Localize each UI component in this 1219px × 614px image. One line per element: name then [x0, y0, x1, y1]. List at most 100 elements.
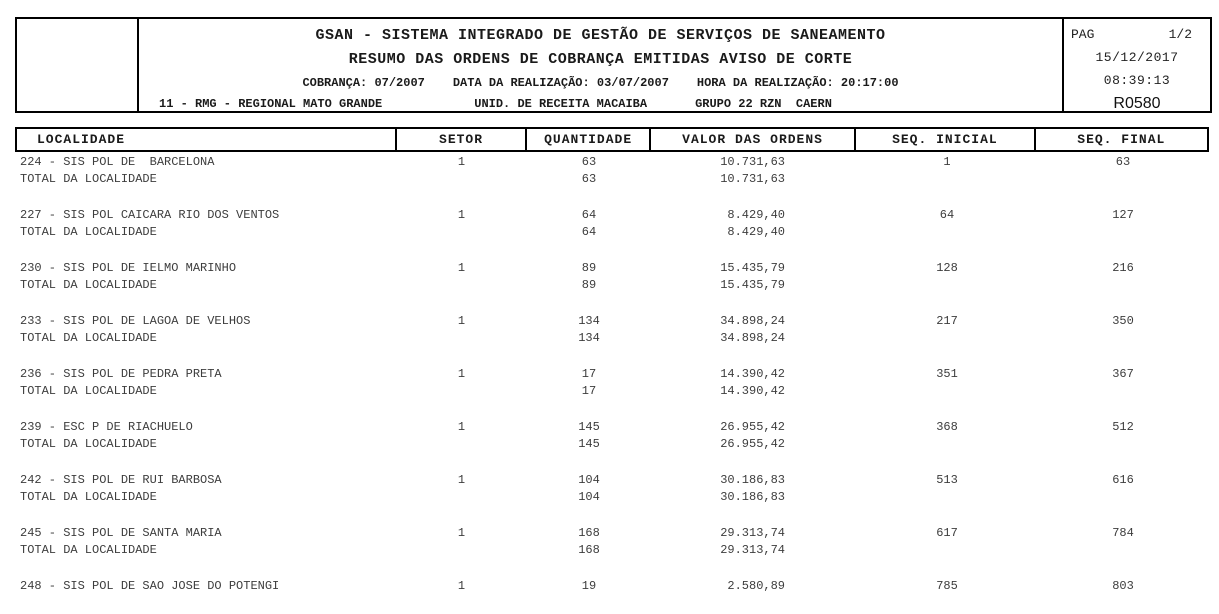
total-valor-cell: 34.898,24	[720, 331, 785, 345]
total-seq-final-cell	[1037, 171, 1209, 188]
quantidade-cell: 168	[578, 526, 600, 540]
locality-group: 236 - SIS POL DE PEDRA PRETA 1 17 14.390…	[15, 366, 1209, 400]
locality-row: 245 - SIS POL DE SANTA MARIA 1 168 29.31…	[15, 525, 1209, 542]
locality-total-row: TOTAL DA LOCALIDADE 168 29.313,74	[15, 542, 1209, 559]
cobranca-label: COBRANÇA: 07/2007	[302, 76, 425, 90]
locality-total-row: TOTAL DA LOCALIDADE 89 15.435,79	[15, 277, 1209, 294]
valor-cell: 30.186,83	[720, 473, 785, 487]
total-seq-inicial-cell	[857, 277, 1037, 294]
total-setor-cell	[396, 330, 527, 347]
seq-inicial-cell: 513	[936, 473, 958, 487]
total-seq-inicial-cell	[857, 330, 1037, 347]
total-seq-inicial-cell	[857, 542, 1037, 559]
seq-inicial-cell: 1	[943, 155, 951, 169]
report-region-line: 11 - RMG - REGIONAL MATO GRANDE UNID. DE…	[139, 94, 1062, 115]
total-label-cell: TOTAL DA LOCALIDADE	[20, 331, 157, 345]
seq-final-cell: 784	[1112, 526, 1134, 540]
localidade-cell: 245 - SIS POL DE SANTA MARIA	[20, 526, 222, 540]
locality-group: 224 - SIS POL DE BARCELONA 1 63 10.731,6…	[15, 154, 1209, 188]
seq-inicial-cell: 368	[936, 420, 958, 434]
total-quantidade-cell: 89	[581, 278, 597, 292]
locality-row: 242 - SIS POL DE RUI BARBOSA 1 104 30.18…	[15, 472, 1209, 489]
total-valor-cell: 14.390,42	[720, 384, 785, 398]
quantidade-cell: 17	[581, 367, 597, 381]
report-info-line: COBRANÇA: 07/2007 DATA DA REALIZAÇÃO: 03…	[139, 72, 1062, 94]
total-valor-cell: 8.429,40	[727, 225, 785, 239]
locality-group: 227 - SIS POL CAICARA RIO DOS VENTOS 1 6…	[15, 207, 1209, 241]
seq-final-cell: 216	[1112, 261, 1134, 275]
total-seq-final-cell	[1037, 383, 1209, 400]
regional-label: 11 - RMG - REGIONAL MATO GRANDE	[159, 97, 383, 111]
locality-group: 248 - SIS POL DE SAO JOSE DO POTENGI 1 1…	[15, 578, 1209, 595]
total-valor-cell: 29.313,74	[720, 543, 785, 557]
localidade-cell: 227 - SIS POL CAICARA RIO DOS VENTOS	[20, 208, 280, 222]
total-seq-inicial-cell	[857, 489, 1037, 506]
seq-inicial-cell: 64	[939, 208, 955, 222]
seq-final-cell: 512	[1112, 420, 1134, 434]
quantidade-cell: 145	[578, 420, 600, 434]
localidade-cell: 230 - SIS POL DE IELMO MARINHO	[20, 261, 237, 275]
setor-cell: 1	[457, 473, 466, 487]
total-seq-inicial-cell	[857, 383, 1037, 400]
locality-total-row: TOTAL DA LOCALIDADE 134 34.898,24	[15, 330, 1209, 347]
total-setor-cell	[396, 383, 527, 400]
localidade-cell: 236 - SIS POL DE PEDRA PRETA	[20, 367, 222, 381]
page-number: 1/2	[1168, 27, 1192, 42]
setor-cell: 1	[457, 420, 466, 434]
locality-group: 239 - ESC P DE RIACHUELO 1 145 26.955,42…	[15, 419, 1209, 453]
locality-group: 233 - SIS POL DE LAGOA DE VELHOS 1 134 3…	[15, 313, 1209, 347]
locality-row: 248 - SIS POL DE SAO JOSE DO POTENGI 1 1…	[15, 578, 1209, 595]
unidade-receita-label: UNID. DE RECEITA MACAIBA	[474, 97, 648, 111]
grupo-label: GRUPO 22 RZN CAERN	[695, 97, 832, 111]
locality-group: 245 - SIS POL DE SANTA MARIA 1 168 29.31…	[15, 525, 1209, 559]
logo-placeholder-cell	[17, 19, 139, 111]
print-time: 08:39:13	[1103, 73, 1171, 88]
valor-cell: 26.955,42	[720, 420, 785, 434]
total-valor-cell: 15.435,79	[720, 278, 785, 292]
valor-cell: 10.731,63	[720, 155, 785, 169]
seq-inicial-cell: 128	[936, 261, 958, 275]
seq-inicial-cell: 785	[936, 579, 958, 593]
total-label-cell: TOTAL DA LOCALIDADE	[20, 490, 157, 504]
setor-cell: 1	[457, 579, 466, 593]
total-quantidade-cell: 168	[578, 543, 600, 557]
total-seq-inicial-cell	[857, 171, 1037, 188]
hora-realizacao-label: HORA DA REALIZAÇÃO: 20:17:00	[696, 76, 899, 90]
report-header-box: GSAN - SISTEMA INTEGRADO DE GESTÃO DE SE…	[15, 17, 1212, 113]
page-row: PAG 1/2	[1064, 24, 1210, 46]
total-quantidade-cell: 63	[581, 172, 597, 186]
total-label-cell: TOTAL DA LOCALIDADE	[20, 172, 157, 186]
total-seq-final-cell	[1037, 489, 1209, 506]
total-setor-cell	[396, 277, 527, 294]
localidade-cell: 233 - SIS POL DE LAGOA DE VELHOS	[20, 314, 251, 328]
setor-cell: 1	[457, 155, 466, 169]
total-seq-final-cell	[1037, 277, 1209, 294]
total-seq-inicial-cell	[857, 436, 1037, 453]
data-realizacao-label: DATA DA REALIZAÇÃO: 03/07/2007	[452, 76, 669, 90]
column-header-seq-inicial: SEQ. INICIAL	[856, 129, 1036, 150]
total-label-cell: TOTAL DA LOCALIDADE	[20, 543, 157, 557]
locality-total-row: TOTAL DA LOCALIDADE 17 14.390,42	[15, 383, 1209, 400]
locality-row: 233 - SIS POL DE LAGOA DE VELHOS 1 134 3…	[15, 313, 1209, 330]
print-date: 15/12/2017	[1095, 50, 1179, 65]
seq-inicial-cell: 351	[936, 367, 958, 381]
column-header-localidade: LOCALIDADE	[17, 129, 397, 150]
quantidade-cell: 63	[581, 155, 597, 169]
locality-row: 236 - SIS POL DE PEDRA PRETA 1 17 14.390…	[15, 366, 1209, 383]
locality-row: 239 - ESC P DE RIACHUELO 1 145 26.955,42…	[15, 419, 1209, 436]
page-label: PAG	[1071, 27, 1095, 42]
total-quantidade-cell: 104	[578, 490, 600, 504]
locality-total-row: TOTAL DA LOCALIDADE 64 8.429,40	[15, 224, 1209, 241]
column-header-setor: SETOR	[397, 129, 528, 150]
total-valor-cell: 30.186,83	[720, 490, 785, 504]
column-header-quantidade: QUANTIDADE	[527, 129, 651, 150]
locality-group: 230 - SIS POL DE IELMO MARINHO 1 89 15.4…	[15, 260, 1209, 294]
seq-final-cell: 63	[1115, 155, 1131, 169]
total-seq-final-cell	[1037, 330, 1209, 347]
locality-row: 224 - SIS POL DE BARCELONA 1 63 10.731,6…	[15, 154, 1209, 171]
total-label-cell: TOTAL DA LOCALIDADE	[20, 278, 157, 292]
total-setor-cell	[396, 542, 527, 559]
localidade-cell: 248 - SIS POL DE SAO JOSE DO POTENGI	[20, 579, 280, 593]
total-valor-cell: 10.731,63	[720, 172, 785, 186]
locality-total-row: TOTAL DA LOCALIDADE 145 26.955,42	[15, 436, 1209, 453]
